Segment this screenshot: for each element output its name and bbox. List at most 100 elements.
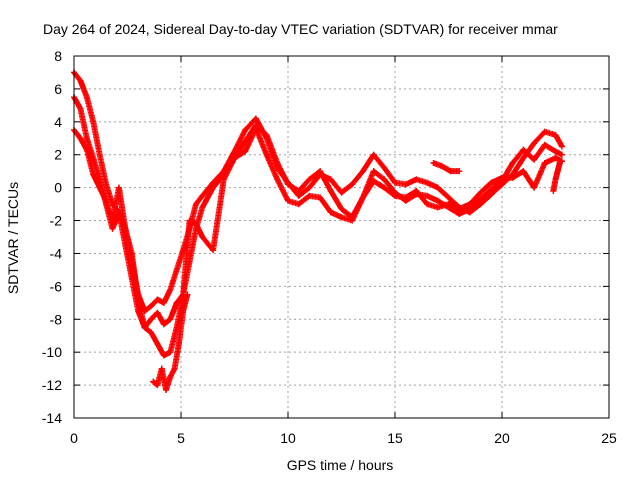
data-point [349,181,356,188]
data-point [550,187,557,194]
data-point [90,118,97,125]
data-point [163,387,170,394]
data-point [135,296,142,303]
y-tick-label: -4 [50,245,63,261]
data-point [150,378,157,385]
data-point [231,155,238,162]
data-point [285,197,291,204]
data-point [541,141,548,148]
data-point [392,192,398,199]
data-point [381,176,388,183]
data-point [370,151,377,158]
data-point [199,204,206,211]
data-point [274,159,281,166]
data-point [173,324,180,331]
data-point [158,365,165,372]
data-point [317,194,324,201]
data-point [90,171,97,178]
data-point [180,308,187,315]
data-point [171,365,178,372]
data-point [103,181,110,188]
data-point [242,148,249,155]
data-point [263,131,270,138]
plot-border [73,55,610,419]
data-point [402,194,409,201]
data-point [96,184,103,191]
data-point [488,186,495,193]
data-point [274,176,281,183]
x-tick-label: 15 [387,430,403,446]
data-point [531,140,538,147]
data-point [466,201,473,208]
data-point [263,151,270,158]
data-point [554,168,561,175]
data-point [477,196,484,203]
data-point [103,197,110,204]
data-point [109,225,116,232]
data-point [148,316,155,323]
data-point [128,250,135,257]
data-point [252,125,259,132]
data-point [167,349,174,356]
data-point [413,187,420,194]
data-point [552,155,559,162]
y-tick-label: 4 [54,114,62,130]
data-point [552,176,559,183]
data-point [96,151,103,158]
data-point [154,382,161,389]
data-point [413,176,420,183]
data-point [175,340,182,347]
data-point [167,316,174,323]
data-point [192,220,199,227]
x-tick-label: 5 [177,430,185,446]
data-point [154,296,161,303]
data-point [160,352,167,359]
data-point [349,217,356,224]
data-point [541,128,548,135]
data-point [338,189,345,196]
data-point [430,159,437,166]
y-axis-label: SDTVAR / TECUs [5,182,21,294]
data-point [210,247,217,254]
y-tick-label: 0 [54,180,62,196]
data-point [392,179,398,186]
data-point [83,94,90,101]
data-point [242,127,249,134]
data-point [359,194,366,201]
data-point [434,197,441,204]
y-tick-label: 6 [54,81,62,97]
data-point [509,159,516,166]
data-point [210,184,217,191]
data-point [558,151,565,158]
data-point [445,201,452,208]
data-point [531,184,538,191]
data-point [167,286,174,293]
data-point [154,340,161,347]
data-point [381,164,388,171]
data-point [141,324,148,331]
data-point [109,217,116,224]
data-point [402,181,409,188]
y-tick-label: -10 [42,344,62,360]
x-tick-label: 10 [280,430,296,446]
data-point [306,192,313,199]
data-point [338,214,345,221]
data-point [520,146,527,153]
y-tick-label: 2 [54,147,62,163]
data-point [327,209,334,216]
y-tick-label: -14 [42,410,62,426]
data-point [317,168,324,175]
x-tick-label: 25 [601,430,617,446]
data-point [456,206,463,213]
data-point [295,187,302,194]
data-point [327,176,334,183]
data-point [220,176,227,183]
data-point [531,156,538,163]
data-point [541,159,548,166]
data-point [77,105,84,112]
data-point [148,329,155,336]
data-point [424,192,431,199]
data-point [359,168,366,175]
